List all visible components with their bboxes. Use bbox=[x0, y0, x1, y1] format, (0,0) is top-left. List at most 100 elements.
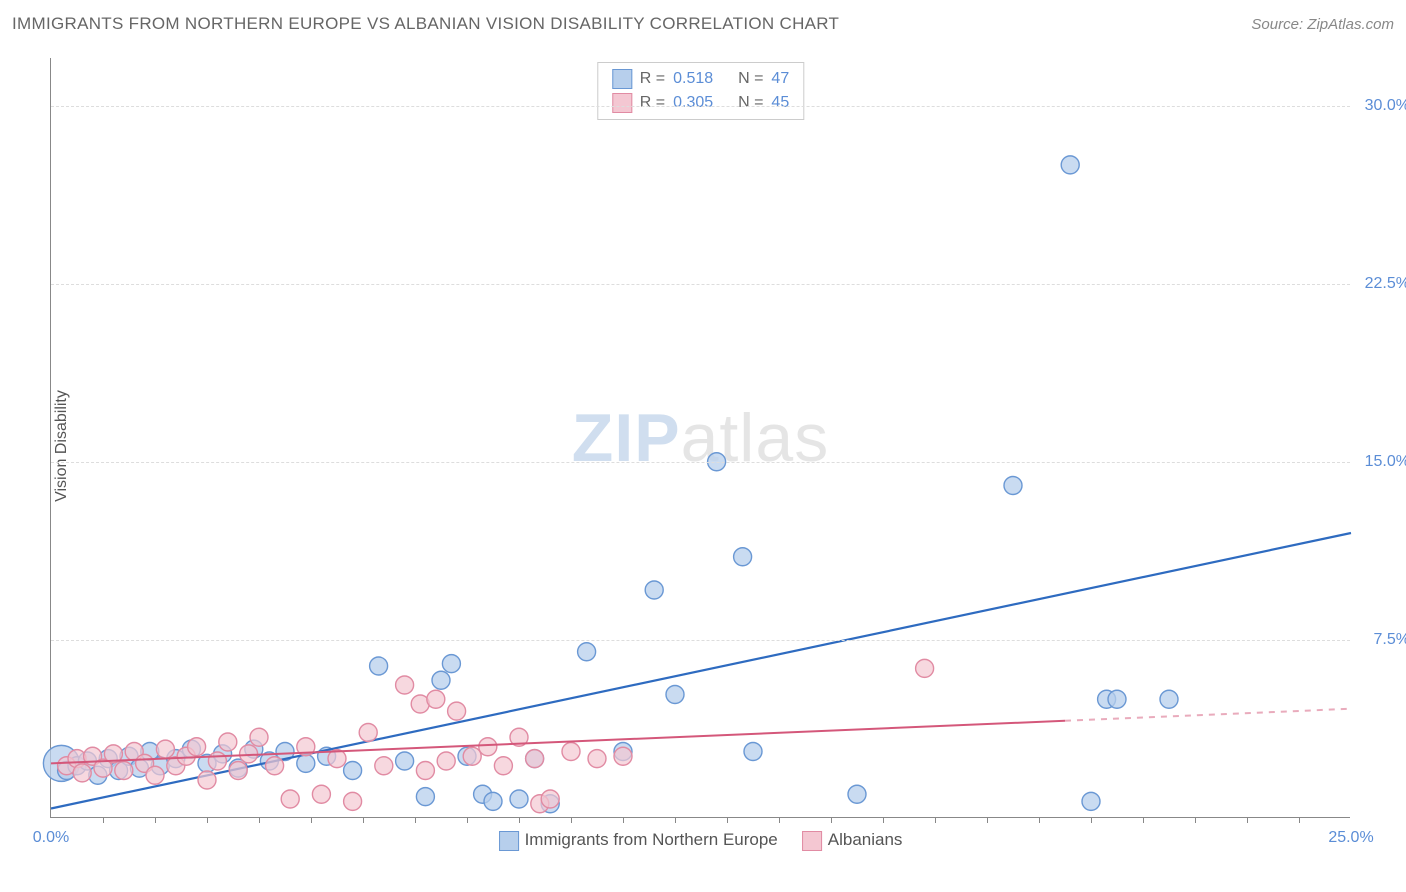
data-point bbox=[479, 738, 497, 756]
x-tick-mark bbox=[103, 817, 104, 823]
data-point bbox=[266, 757, 284, 775]
data-point bbox=[344, 792, 362, 810]
data-point bbox=[448, 702, 466, 720]
x-tick-mark bbox=[727, 817, 728, 823]
x-tick-mark bbox=[987, 817, 988, 823]
data-point bbox=[250, 728, 268, 746]
y-tick-label: 7.5% bbox=[1355, 631, 1406, 649]
legend-swatch bbox=[499, 831, 519, 851]
data-point bbox=[375, 757, 393, 775]
data-point bbox=[156, 740, 174, 758]
x-tick-mark bbox=[623, 817, 624, 823]
data-point bbox=[526, 750, 544, 768]
legend-series-label: Albanians bbox=[828, 830, 903, 849]
data-point bbox=[541, 790, 559, 808]
x-tick-mark bbox=[1039, 817, 1040, 823]
x-tick-mark bbox=[207, 817, 208, 823]
y-tick-label: 22.5% bbox=[1355, 275, 1406, 293]
trend-line-dashed bbox=[1065, 709, 1351, 721]
data-point bbox=[437, 752, 455, 770]
data-point bbox=[666, 686, 684, 704]
x-tick-mark bbox=[571, 817, 572, 823]
x-tick-mark bbox=[1299, 817, 1300, 823]
x-tick-mark bbox=[363, 817, 364, 823]
data-point bbox=[484, 792, 502, 810]
data-point bbox=[416, 788, 434, 806]
legend-swatch bbox=[802, 831, 822, 851]
x-tick-mark bbox=[467, 817, 468, 823]
x-tick-mark bbox=[415, 817, 416, 823]
data-point bbox=[442, 655, 460, 673]
data-point bbox=[645, 581, 663, 599]
source-value: ZipAtlas.com bbox=[1307, 16, 1394, 33]
data-point bbox=[494, 757, 512, 775]
legend-r-value: 0.305 bbox=[673, 94, 713, 112]
data-point bbox=[208, 752, 226, 770]
legend-n-value: 47 bbox=[771, 70, 789, 88]
x-tick-mark bbox=[1091, 817, 1092, 823]
x-tick-mark bbox=[675, 817, 676, 823]
x-tick-mark bbox=[519, 817, 520, 823]
chart-title: IMMIGRANTS FROM NORTHERN EUROPE VS ALBAN… bbox=[12, 14, 839, 34]
x-tick-mark bbox=[831, 817, 832, 823]
legend-n-label: N = bbox=[738, 94, 763, 112]
gridline-h bbox=[51, 462, 1350, 463]
data-point bbox=[1160, 690, 1178, 708]
x-tick-mark bbox=[1143, 817, 1144, 823]
legend-swatch bbox=[612, 93, 632, 113]
data-point bbox=[115, 762, 133, 780]
data-point bbox=[463, 747, 481, 765]
plot-area: ZIPatlas R =0.518 N =47R =0.305 N =45 Im… bbox=[50, 58, 1350, 818]
data-point bbox=[734, 548, 752, 566]
legend-series-label: Immigrants from Northern Europe bbox=[525, 830, 778, 849]
source-attribution: Source: ZipAtlas.com bbox=[1251, 16, 1394, 33]
legend-n-label: N = bbox=[738, 70, 763, 88]
x-tick-mark bbox=[311, 817, 312, 823]
legend-series: Immigrants from Northern Europe Albanians bbox=[499, 830, 903, 851]
data-point bbox=[1108, 690, 1126, 708]
data-point bbox=[562, 743, 580, 761]
data-point bbox=[73, 764, 91, 782]
data-point bbox=[1082, 792, 1100, 810]
data-point bbox=[359, 724, 377, 742]
data-point bbox=[578, 643, 596, 661]
data-point bbox=[312, 785, 330, 803]
y-tick-label: 30.0% bbox=[1355, 97, 1406, 115]
data-point bbox=[229, 762, 247, 780]
data-point bbox=[188, 738, 206, 756]
legend-r-label: R = bbox=[640, 94, 665, 112]
data-point bbox=[297, 754, 315, 772]
data-point bbox=[416, 762, 434, 780]
y-tick-label: 15.0% bbox=[1355, 453, 1406, 471]
data-point bbox=[281, 790, 299, 808]
data-point bbox=[588, 750, 606, 768]
title-bar: IMMIGRANTS FROM NORTHERN EUROPE VS ALBAN… bbox=[12, 14, 1394, 34]
x-tick-mark bbox=[1195, 817, 1196, 823]
chart-svg bbox=[51, 58, 1350, 817]
data-point bbox=[370, 657, 388, 675]
x-tick-mark bbox=[935, 817, 936, 823]
legend-series-item: Albanians bbox=[802, 830, 903, 851]
data-point bbox=[146, 766, 164, 784]
source-label: Source: bbox=[1251, 16, 1307, 33]
data-point bbox=[396, 676, 414, 694]
data-point bbox=[198, 771, 216, 789]
data-point bbox=[427, 690, 445, 708]
data-point bbox=[219, 733, 237, 751]
x-tick-label: 0.0% bbox=[33, 829, 69, 847]
legend-n-value: 45 bbox=[771, 94, 789, 112]
data-point bbox=[614, 747, 632, 765]
legend-r-label: R = bbox=[640, 70, 665, 88]
x-tick-mark bbox=[883, 817, 884, 823]
gridline-h bbox=[51, 284, 1350, 285]
legend-correlation-row: R =0.518 N =47 bbox=[598, 67, 803, 91]
data-point bbox=[344, 762, 362, 780]
x-tick-label: 25.0% bbox=[1328, 829, 1373, 847]
legend-series-item: Immigrants from Northern Europe bbox=[499, 830, 778, 851]
x-tick-mark bbox=[779, 817, 780, 823]
data-point bbox=[432, 671, 450, 689]
x-tick-mark bbox=[259, 817, 260, 823]
data-point bbox=[1061, 156, 1079, 174]
data-point bbox=[396, 752, 414, 770]
gridline-h bbox=[51, 106, 1350, 107]
